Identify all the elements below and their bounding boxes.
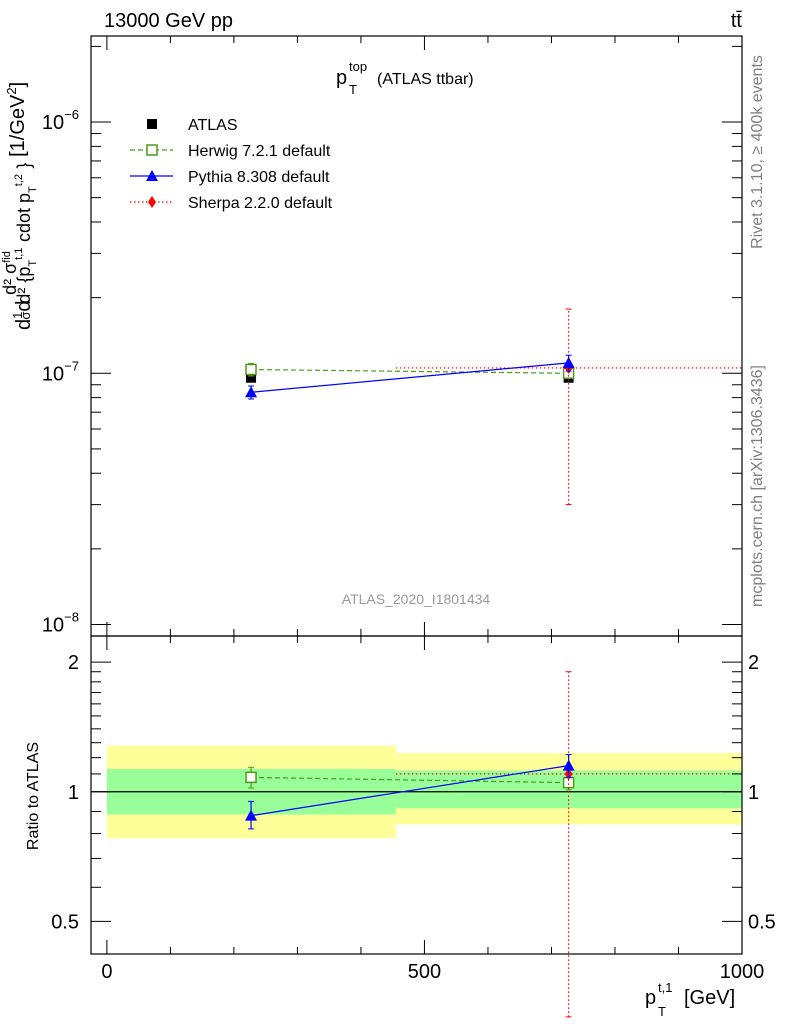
title-superscript: top (349, 59, 367, 74)
legend-label-atlas: ATLAS (188, 117, 238, 134)
main-marker-pythia (562, 356, 575, 368)
ratio-marker-pythia (562, 759, 575, 771)
title-subscript: T (349, 82, 357, 97)
x-axis-label-superscript: t,1 (658, 980, 672, 995)
main-y-tick-label: 10−7 (42, 358, 79, 385)
main-line-herwig (251, 368, 569, 374)
main-y-axis-label: d1σd d² σfid d² {pTt,1 cdot pTt,2 } [1/G… (0, 82, 39, 330)
x-axis-label-symbol: p (645, 987, 656, 1009)
ratio-panel: 0 500 1000 0.5 0.5 1 1 2 2 (51, 635, 776, 1018)
rivet-version-label: Rivet 3.1.10, ≥ 400k events (749, 55, 766, 249)
ratio-line-herwig (251, 776, 569, 784)
ratio-ticks: 0 500 1000 0.5 0.5 1 1 2 2 (51, 636, 776, 983)
x-tick-label: 1000 (720, 961, 765, 983)
title-symbol: p (336, 67, 347, 89)
legend-marker-pythia (146, 170, 158, 181)
main-data-layer (245, 308, 742, 506)
analysis-watermark: ATLAS_2020_I1801434 (342, 591, 491, 607)
ratio-y-tick-label-right: 2 (748, 652, 759, 674)
main-marker-herwig (245, 363, 257, 376)
x-axis-label: p t,1 T [GeV] (645, 980, 735, 1019)
legend-entry-atlas: ATLAS (147, 117, 238, 134)
main-ticks: 10−8 10−7 10−6 (42, 36, 743, 637)
ratio-y-axis-label: Ratio to ATLAS (25, 742, 42, 850)
ratio-frame (90, 635, 743, 955)
mcplots-label: mcplots.cern.ch [arXiv:1306.3436] (749, 365, 766, 607)
ratio-y-tick-label-left: 0.5 (51, 911, 79, 933)
legend-entry-herwig: Herwig 7.2.1 default (130, 143, 331, 160)
title-suffix: (ATLAS ttbar) (377, 71, 474, 88)
main-y-axis-label-text: d1σd d² σfid d² {pTt,1 cdot pTt,2 } [1/G… (0, 82, 39, 330)
legend-entry-sherpa: Sherpa 2.2.0 default (130, 195, 333, 212)
legend-marker-sherpa (148, 196, 156, 208)
legend-label-pythia: Pythia 8.308 default (188, 169, 330, 186)
legend-label-sherpa: Sherpa 2.2.0 default (188, 195, 333, 212)
header-collision-label: 13000 GeV pp (104, 10, 233, 32)
main-y-tick-label: 10−6 (42, 107, 79, 134)
x-tick-label: 0 (101, 961, 112, 983)
legend-marker-atlas (147, 119, 157, 129)
main-marker-pythia (245, 386, 258, 398)
ratio-y-tick-label-right: 1 (748, 782, 759, 804)
main-line-pythia (250, 362, 569, 393)
ratio-y-tick-label-left: 2 (68, 652, 79, 674)
ratio-marker-pythia (245, 809, 258, 821)
header-process-label: tt̄ (731, 10, 743, 32)
ratio-y-tick-label-left: 1 (68, 782, 79, 804)
x-axis-label-subscript: T (658, 1004, 666, 1019)
legend-entry-pythia: Pythia 8.308 default (130, 169, 330, 186)
x-tick-label: 500 (408, 961, 441, 983)
legend-marker-herwig (146, 144, 158, 156)
main-marker-atlas (246, 372, 257, 383)
x-axis-label-unit: [GeV] (684, 987, 735, 1009)
legend: ATLAS Herwig 7.2.1 default Pythia 8.308 … (130, 117, 333, 212)
main-panel: 10−8 10−7 10−6 (42, 35, 743, 637)
main-y-tick-label: 10−8 (42, 610, 79, 637)
ratio-data-layer (91, 671, 742, 1018)
ratio-line-pythia (250, 765, 569, 817)
legend-label-herwig: Herwig 7.2.1 default (188, 143, 331, 160)
ratio-y-tick-label-right: 0.5 (748, 911, 776, 933)
ratio-marker-herwig (245, 771, 257, 784)
plot-title: p top T (ATLAS ttbar) (336, 59, 474, 97)
